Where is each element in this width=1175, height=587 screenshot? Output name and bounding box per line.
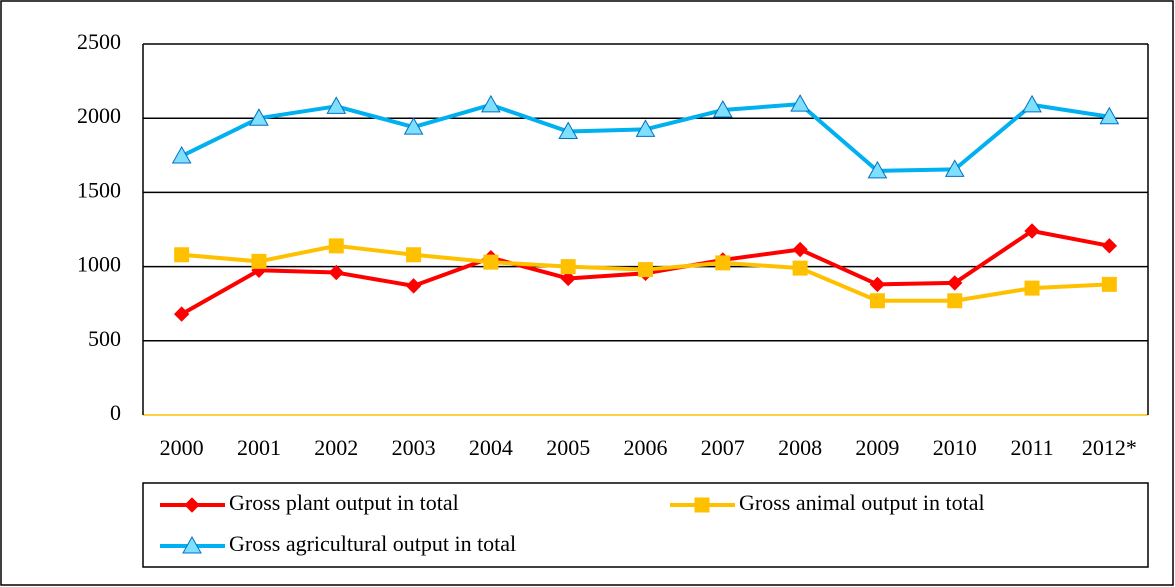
- data-point: [405, 278, 422, 294]
- data-point: [1024, 223, 1040, 239]
- data-point: [174, 247, 190, 263]
- data-point: [947, 293, 963, 309]
- x-tick-label: 2004: [469, 435, 513, 460]
- data-point: [635, 119, 656, 137]
- data-point: [328, 264, 344, 281]
- legend-label: Gross agricultural output in total: [229, 531, 516, 556]
- y-tick-label: 1500: [77, 177, 121, 202]
- x-tick-label: 2006: [624, 435, 668, 460]
- legend-label: Gross plant output in total: [229, 490, 459, 515]
- data-point: [944, 159, 965, 177]
- data-point: [326, 96, 347, 114]
- data-point: [171, 146, 192, 164]
- data-point: [251, 253, 267, 269]
- data-point: [1099, 106, 1120, 125]
- y-tick-label: 2500: [77, 29, 121, 54]
- y-tick-label: 2000: [77, 103, 121, 128]
- data-point: [792, 241, 808, 258]
- data-point: [560, 259, 576, 275]
- data-point: [712, 100, 733, 118]
- x-tick-label: 2007: [701, 435, 745, 460]
- data-point: [403, 117, 424, 135]
- x-tick-label: 2001: [237, 435, 281, 460]
- legend-marker: [182, 535, 202, 554]
- legend-marker: [184, 497, 200, 513]
- data-point: [249, 108, 269, 126]
- x-tick-label: 2011: [1010, 435, 1053, 460]
- y-tick-label: 500: [88, 326, 121, 351]
- data-point: [1101, 276, 1117, 292]
- data-point: [792, 260, 808, 276]
- data-point: [1101, 238, 1118, 254]
- data-point: [481, 94, 501, 113]
- legend-marker: [694, 497, 710, 513]
- data-point: [173, 306, 190, 322]
- data-point: [328, 238, 344, 254]
- legend-box: [142, 482, 1149, 568]
- x-tick-label: 2002: [314, 435, 358, 460]
- x-tick-label: 2010: [933, 435, 977, 460]
- x-tick-label: 2000: [160, 435, 204, 460]
- data-point: [558, 121, 579, 140]
- data-point: [867, 160, 888, 179]
- data-point: [638, 262, 653, 278]
- data-point: [406, 247, 422, 263]
- x-tick-label: 2005: [546, 435, 590, 460]
- data-point: [947, 275, 963, 291]
- data-point: [869, 293, 885, 309]
- legend-label: Gross animal output in total: [739, 490, 985, 515]
- data-point: [790, 94, 810, 112]
- data-point: [1024, 280, 1040, 296]
- data-point: [483, 254, 499, 270]
- y-tick-label: 1000: [77, 252, 121, 277]
- x-tick-label: 2012*: [1082, 435, 1137, 460]
- x-tick-label: 2008: [778, 435, 822, 460]
- x-tick-label: 2009: [855, 435, 899, 460]
- data-point: [560, 270, 576, 287]
- x-tick-label: 2003: [392, 435, 436, 460]
- data-point: [715, 255, 731, 271]
- data-point: [1022, 94, 1042, 113]
- y-tick-label: 0: [110, 400, 121, 425]
- data-point: [869, 276, 886, 293]
